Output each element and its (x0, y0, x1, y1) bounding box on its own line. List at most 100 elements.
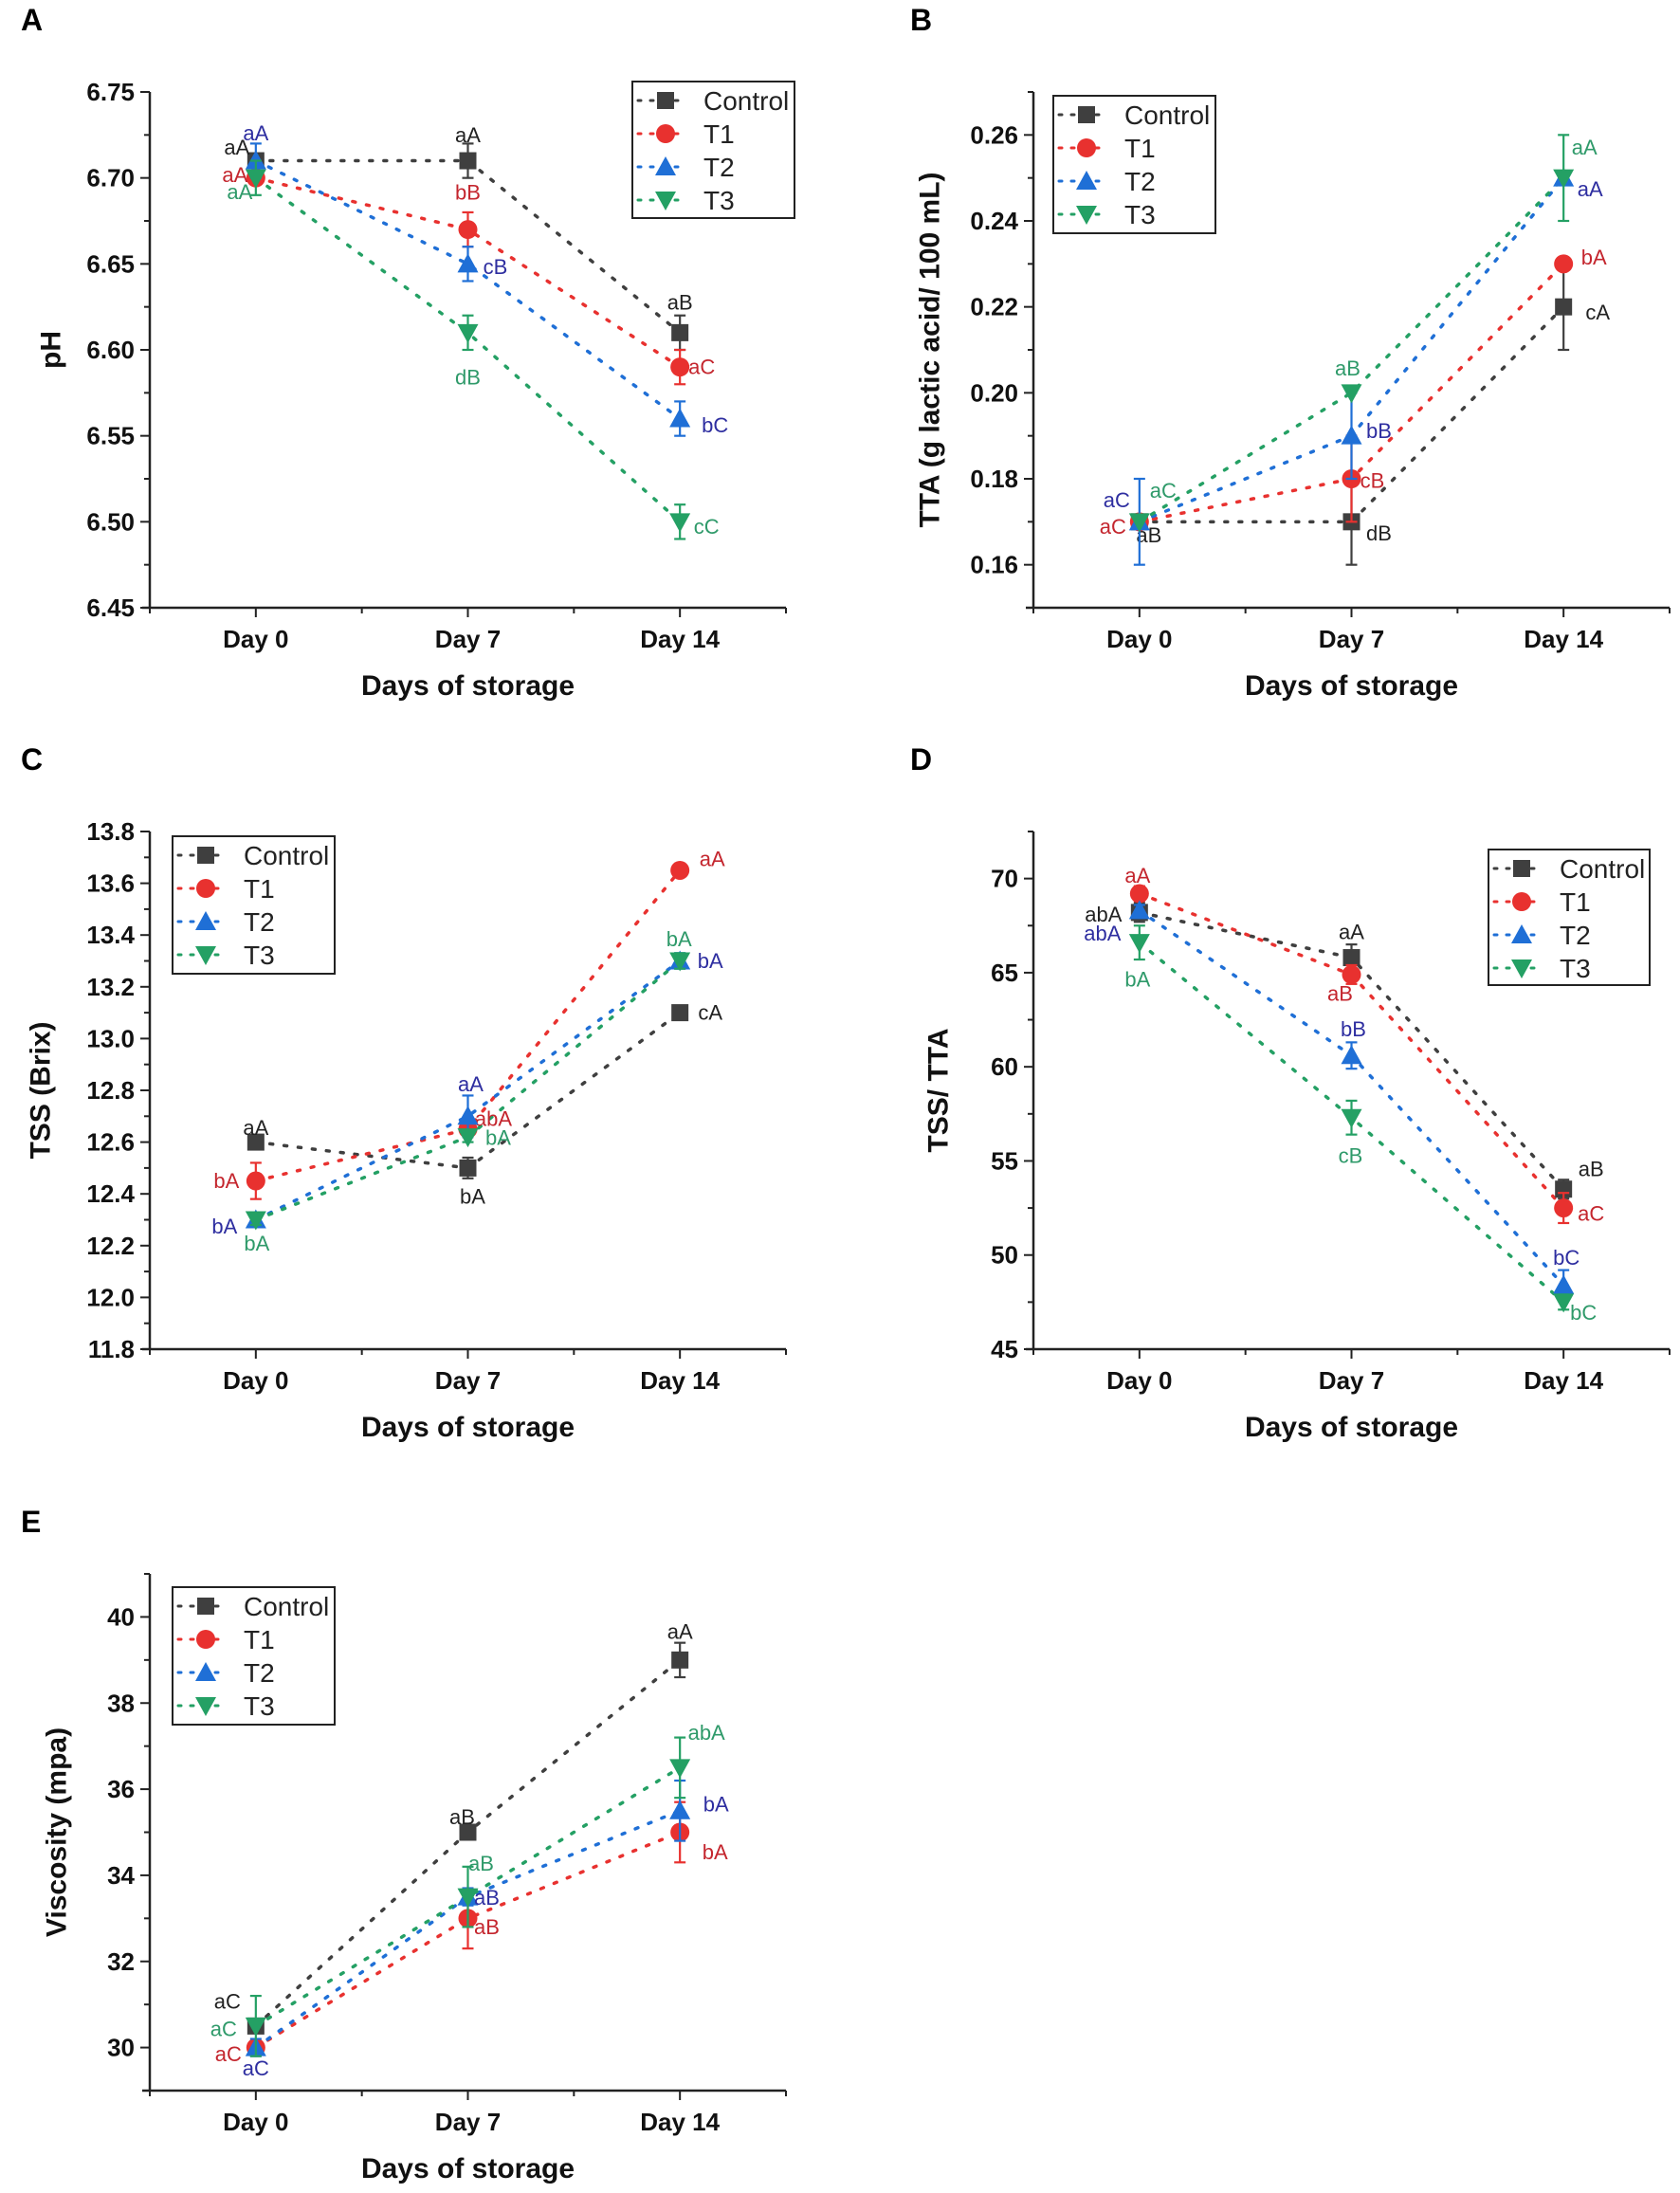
data-point-t3 (457, 1128, 479, 1148)
x-axis-title: Days of storage (361, 2153, 575, 2184)
significance-label: bA (485, 1126, 511, 1150)
y-tick-label: 13.0 (86, 1024, 135, 1052)
significance-label: aC (1104, 488, 1130, 512)
y-tick-label: 6.65 (86, 249, 135, 278)
series-line-t2 (254, 158, 682, 421)
y-tick-label: 6.70 (86, 164, 135, 192)
significance-label: bB (1341, 1017, 1366, 1041)
x-tick-label: Day 0 (223, 2108, 288, 2136)
significance-label: bA (1124, 968, 1150, 992)
legend-marker-control (197, 1598, 214, 1615)
y-tick-label: 13.4 (86, 921, 135, 949)
panel-B: B 0.16 0.18 0.20 0.22 0.24 0.26 Day 0 Day 7 Day 1… (910, 3, 1671, 702)
significance-label: aA (700, 847, 725, 870)
data-point-control (1555, 298, 1573, 316)
data-point-t3 (245, 1211, 266, 1231)
y-tick-label: 70 (991, 865, 1018, 893)
significance-label: abA (688, 1721, 725, 1745)
data-point-t3 (1553, 1293, 1575, 1313)
legend-label: Control (1560, 854, 1645, 884)
legend-marker-t3 (1076, 206, 1097, 225)
significance-label: aC (1578, 1202, 1604, 1226)
y-tick-label: 0.16 (970, 551, 1018, 579)
data-point-t2 (669, 408, 691, 428)
significance-label: bA (667, 927, 692, 951)
series-line-t3 (254, 1765, 682, 2028)
legend-marker-t3 (655, 192, 676, 210)
significance-label: bA (703, 1840, 728, 1864)
significance-label: aA (1572, 136, 1598, 159)
significance-label: aB (449, 1805, 475, 1829)
legend-label: Control (244, 1592, 329, 1621)
significance-label: aA (458, 1072, 484, 1096)
data-point-t1 (1554, 1198, 1574, 1218)
significance-label: aA (243, 1116, 268, 1140)
x-axis-title: Days of storage (1245, 1412, 1458, 1443)
legend-marker-control (1513, 860, 1530, 877)
data-point-t2 (669, 1800, 691, 1819)
significance-label: aC (210, 2017, 237, 2040)
significance-label: aC (688, 356, 715, 379)
legend-marker-t2 (1076, 171, 1097, 190)
x-tick-label: Day 14 (640, 625, 720, 653)
significance-label: dB (1366, 521, 1392, 545)
significance-label: dB (455, 365, 481, 389)
y-tick-label: 11.8 (88, 1335, 135, 1363)
significance-label: bA (1581, 246, 1607, 269)
x-tick-label: Day 14 (1524, 1366, 1603, 1395)
x-tick-label: Day 14 (1524, 625, 1603, 653)
significance-label: aA (243, 121, 268, 145)
y-tick-label: 6.55 (86, 422, 135, 450)
significance-label: bA (703, 1792, 729, 1816)
legend-marker-control (1078, 106, 1095, 123)
y-tick-label: 13.6 (86, 869, 135, 898)
data-point-t1 (1129, 884, 1149, 904)
legend-label: T2 (1560, 921, 1591, 950)
legend-marker-t3 (195, 1697, 216, 1716)
significance-label: bA (211, 1215, 237, 1238)
legend-label: T3 (1560, 954, 1591, 983)
legend-label: Control (703, 86, 789, 116)
data-point-t3 (1553, 169, 1575, 189)
significance-label: aA (227, 180, 252, 204)
data-point-t1 (246, 1171, 265, 1191)
significance-label: cC (694, 515, 720, 539)
series-line-t3 (254, 175, 682, 524)
legend-marker-control (657, 92, 674, 109)
significance-label: abA (1084, 922, 1121, 945)
series-line-t1 (254, 868, 682, 1183)
significance-label: bA (460, 1184, 485, 1208)
y-tick-label: 50 (991, 1241, 1018, 1270)
legend-label: T1 (244, 874, 275, 904)
data-point-control (459, 1823, 477, 1841)
significance-label: aB (1579, 1158, 1604, 1181)
data-point-control (247, 1133, 265, 1151)
x-axis-title: Days of storage (1245, 670, 1458, 702)
y-tick-label: 32 (107, 1947, 135, 1976)
x-tick-label: Day 7 (1319, 625, 1384, 653)
y-tick-label: 45 (991, 1335, 1018, 1363)
legend-marker-t1 (1512, 892, 1531, 911)
y-tick-label: 38 (107, 1689, 135, 1717)
x-tick-label: Day 0 (223, 1366, 288, 1395)
y-tick-label: 6.75 (86, 78, 135, 106)
y-axis-title: TTA (g lactic acid/ 100 mL) (915, 172, 946, 527)
significance-label: bA (698, 949, 723, 973)
y-tick-label: 36 (107, 1775, 135, 1803)
significance-label: aA (667, 1619, 693, 1643)
data-point-control (459, 152, 477, 170)
significance-label: aB (1335, 356, 1360, 380)
data-point-t3 (457, 1888, 479, 1908)
significance-label: aB (468, 1852, 494, 1875)
legend-label: T2 (244, 907, 275, 937)
y-tick-label: 34 (107, 1861, 135, 1890)
significance-label: bC (1570, 1301, 1597, 1325)
significance-label: cB (484, 255, 508, 279)
data-point-t3 (1128, 934, 1150, 954)
significance-label: aA (1578, 177, 1603, 201)
y-axis-title: TSS/ TTA (923, 1028, 955, 1152)
